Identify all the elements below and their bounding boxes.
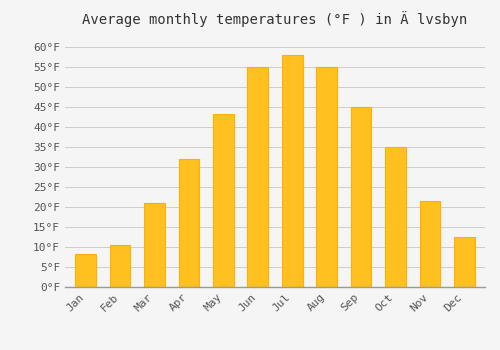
Bar — [454, 237, 474, 287]
Title: Average monthly temperatures (°F ) in Ä lvsbyn: Average monthly temperatures (°F ) in Ä … — [82, 11, 468, 27]
Bar — [76, 254, 96, 287]
Bar — [316, 68, 337, 287]
Bar — [144, 203, 165, 287]
Bar — [282, 55, 302, 287]
Bar — [178, 159, 200, 287]
Bar — [110, 245, 130, 287]
Bar — [385, 147, 406, 287]
Bar — [213, 114, 234, 287]
Bar — [248, 68, 268, 287]
Bar — [420, 201, 440, 287]
Bar — [350, 107, 372, 287]
